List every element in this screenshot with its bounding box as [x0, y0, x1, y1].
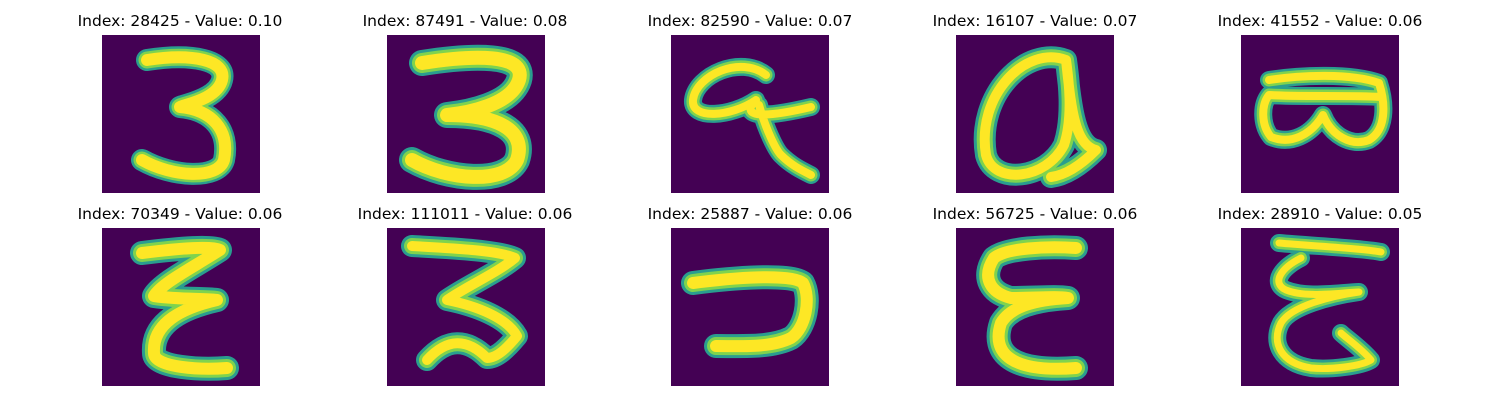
digit-image — [671, 228, 829, 386]
panel-title: Index: 16107 - Value: 0.07 — [932, 12, 1138, 30]
digit-image — [671, 35, 829, 193]
panel-title: Index: 82590 - Value: 0.07 — [647, 12, 853, 30]
hook-stroke-glyph — [671, 228, 829, 386]
panel-title: Index: 25887 - Value: 0.06 — [647, 205, 853, 223]
digit-image — [387, 35, 545, 193]
letter-b-sideways-glyph — [1241, 35, 1399, 193]
digit-image — [956, 228, 1114, 386]
digit-image — [1241, 35, 1399, 193]
panel-title: Index: 41552 - Value: 0.06 — [1217, 12, 1423, 30]
panel-title: Index: 111011 - Value: 0.06 — [357, 205, 573, 223]
digit-image — [102, 228, 260, 386]
letter-e-glyph — [102, 228, 260, 386]
digit-3-tilted-glyph — [387, 228, 545, 386]
digit-image — [102, 35, 260, 193]
letter-e-loop-glyph — [1241, 228, 1399, 386]
loop-letter-glyph — [671, 35, 829, 193]
digit-3-glyph — [102, 35, 260, 193]
digit-3-wide-glyph — [387, 35, 545, 193]
letter-a-glyph — [956, 35, 1114, 193]
letter-e-round-glyph — [956, 228, 1114, 386]
panel-title: Index: 28425 - Value: 0.10 — [77, 12, 283, 30]
panel-title: Index: 28910 - Value: 0.05 — [1217, 205, 1423, 223]
digit-image — [387, 228, 545, 386]
digit-image — [956, 35, 1114, 193]
panel-title: Index: 70349 - Value: 0.06 — [77, 205, 283, 223]
digit-image — [1241, 228, 1399, 386]
panel-title: Index: 87491 - Value: 0.08 — [362, 12, 568, 30]
panel-title: Index: 56725 - Value: 0.06 — [932, 205, 1138, 223]
